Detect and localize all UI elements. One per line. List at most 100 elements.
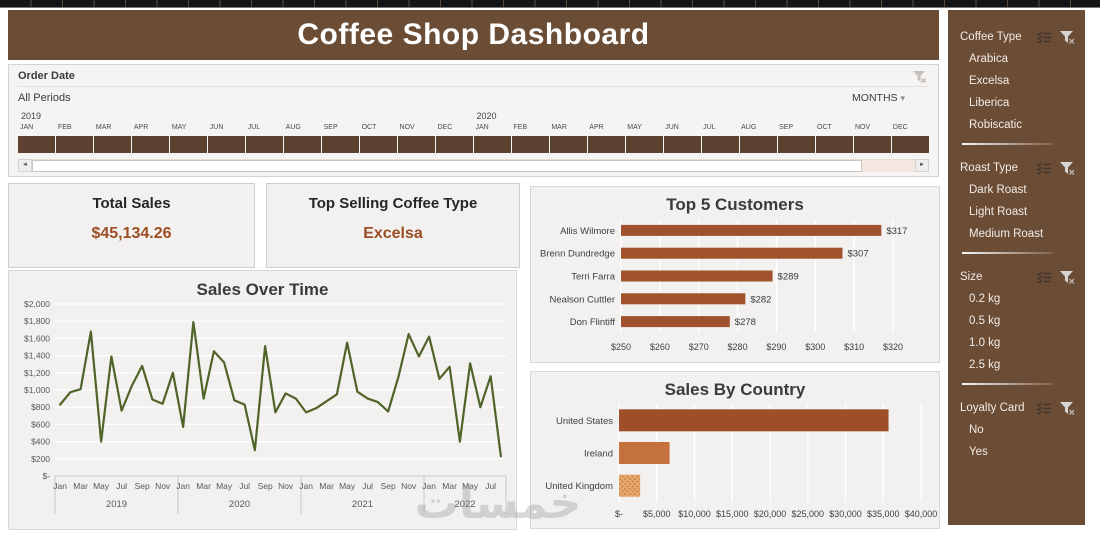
- svg-text:$307: $307: [847, 249, 868, 260]
- timeline-month-bar[interactable]: [702, 136, 739, 153]
- svg-text:Sep: Sep: [381, 481, 396, 491]
- timeline-month-bar[interactable]: [56, 136, 93, 153]
- svg-text:Jul: Jul: [116, 481, 127, 491]
- timeline-month-bar[interactable]: [132, 136, 169, 153]
- slicer-item[interactable]: Liberica: [969, 97, 1010, 109]
- slicer-item[interactable]: Arabica: [969, 53, 1008, 65]
- slicer-item[interactable]: No: [969, 424, 984, 436]
- svg-text:$35,000: $35,000: [867, 509, 900, 519]
- svg-text:$1,400: $1,400: [24, 351, 50, 361]
- clear-filter-icon[interactable]: [1059, 30, 1075, 44]
- slicer-item[interactable]: Light Roast: [969, 206, 1028, 218]
- timeline-month-bar[interactable]: [208, 136, 245, 153]
- svg-text:$800: $800: [31, 402, 50, 412]
- svg-text:2019: 2019: [106, 499, 127, 510]
- timeline-month-bar[interactable]: [550, 136, 587, 153]
- svg-text:May: May: [339, 481, 356, 491]
- svg-text:$289: $289: [778, 272, 799, 283]
- timeline-month-bar[interactable]: [322, 136, 359, 153]
- chart-title: Sales By Country: [664, 380, 806, 399]
- timeline-month-label: JUN: [209, 124, 224, 131]
- timeline-month-bar[interactable]: [94, 136, 131, 153]
- svg-text:Sep: Sep: [258, 481, 273, 491]
- timeline-month-bar[interactable]: [170, 136, 207, 153]
- slicer-item[interactable]: Robiscatic: [969, 119, 1023, 131]
- timeline-granularity-dropdown[interactable]: MONTHS ▾: [852, 92, 905, 104]
- svg-text:$260: $260: [650, 342, 670, 352]
- timeline-month-bar[interactable]: [626, 136, 663, 153]
- top-coffee-type-card: Top Selling Coffee Type Excelsa: [266, 183, 520, 268]
- slicer-item[interactable]: Yes: [969, 446, 988, 458]
- svg-text:$290: $290: [766, 342, 786, 352]
- svg-text:$1,600: $1,600: [24, 333, 50, 343]
- slicer-item[interactable]: Medium Roast: [969, 228, 1044, 240]
- timeline-month-bar[interactable]: [474, 136, 511, 153]
- slicer-item[interactable]: 0.5 kg: [969, 315, 1001, 327]
- timeline-month-bar[interactable]: [284, 136, 321, 153]
- svg-text:May: May: [216, 481, 233, 491]
- multiselect-icon[interactable]: [1037, 162, 1052, 174]
- slicer-item[interactable]: Dark Roast: [969, 184, 1027, 196]
- svg-text:United States: United States: [556, 416, 613, 427]
- svg-text:Jul: Jul: [362, 481, 373, 491]
- timeline-month-bar[interactable]: [512, 136, 549, 153]
- svg-text:Mar: Mar: [73, 481, 88, 491]
- slicer-item[interactable]: 1.0 kg: [969, 337, 1001, 349]
- timeline-month-bar[interactable]: [892, 136, 929, 153]
- slicer-header: Loyalty Card: [960, 401, 1075, 415]
- slicer-title: Loyalty Card: [960, 402, 1025, 414]
- timeline-month-label: APR: [133, 124, 149, 131]
- slicer-item[interactable]: 0.2 kg: [969, 293, 1001, 305]
- svg-text:$5,000: $5,000: [643, 509, 671, 519]
- scroll-left-arrow[interactable]: ◄: [18, 159, 32, 172]
- multiselect-icon[interactable]: [1037, 402, 1052, 414]
- timeline-month-bar[interactable]: [854, 136, 891, 153]
- timeline-month-bar[interactable]: [740, 136, 777, 153]
- svg-text:$15,000: $15,000: [716, 509, 749, 519]
- svg-text:$200: $200: [31, 454, 50, 464]
- timeline-month-bar[interactable]: [816, 136, 853, 153]
- timeline-month-bar[interactable]: [246, 136, 283, 153]
- svg-text:$10,000: $10,000: [678, 509, 711, 519]
- scrollbar-thumb[interactable]: [32, 160, 863, 172]
- svg-text:$282: $282: [750, 294, 771, 305]
- timeline-month-bar[interactable]: [778, 136, 815, 153]
- timeline-month-bar[interactable]: [398, 136, 435, 153]
- clear-filter-icon[interactable]: [1059, 270, 1075, 284]
- kpi-value: Excelsa: [363, 225, 423, 242]
- timeline-month-bar[interactable]: [360, 136, 397, 153]
- slicer-item[interactable]: Excelsa: [969, 75, 1010, 87]
- svg-text:$20,000: $20,000: [754, 509, 787, 519]
- timeline-month-label: DEC: [892, 124, 908, 131]
- timeline-month-label: JAN: [20, 124, 34, 131]
- clear-filter-icon[interactable]: [912, 70, 927, 90]
- scroll-right-arrow[interactable]: ►: [915, 159, 929, 172]
- bar: [621, 247, 843, 259]
- clear-filter-icon[interactable]: [1059, 401, 1075, 415]
- timeline-month-bar[interactable]: [436, 136, 473, 153]
- slicer-header: Roast Type: [960, 161, 1075, 175]
- slicer-title: Size: [960, 271, 983, 283]
- timeline-month-bar[interactable]: [18, 136, 55, 153]
- timeline-period-label: All Periods: [18, 92, 71, 104]
- svg-text:$30,000: $30,000: [829, 509, 862, 519]
- sales-line-series: [59, 320, 502, 458]
- timeline-month-label: MAR: [551, 124, 567, 131]
- svg-text:$2,000: $2,000: [24, 300, 50, 309]
- bar: [621, 293, 746, 305]
- timeline-month-bar[interactable]: [664, 136, 701, 153]
- clear-filter-icon[interactable]: [1059, 161, 1075, 175]
- multiselect-icon[interactable]: [1037, 271, 1052, 283]
- svg-text:Jan: Jan: [53, 481, 67, 491]
- multiselect-icon[interactable]: [1037, 31, 1052, 43]
- scrollbar-track[interactable]: [32, 159, 915, 172]
- chart-title: Top 5 Customers: [666, 195, 804, 214]
- svg-text:$-: $-: [42, 471, 50, 481]
- divider: [962, 383, 1053, 385]
- slicer-item[interactable]: 2.5 kg: [969, 359, 1001, 371]
- svg-text:$600: $600: [31, 419, 50, 429]
- timeline-month-label: MAR: [95, 124, 112, 131]
- timeline-selection-bars: [18, 136, 929, 153]
- timeline-month-bar[interactable]: [588, 136, 625, 153]
- svg-text:Brenn Dundredge: Brenn Dundredge: [540, 249, 615, 260]
